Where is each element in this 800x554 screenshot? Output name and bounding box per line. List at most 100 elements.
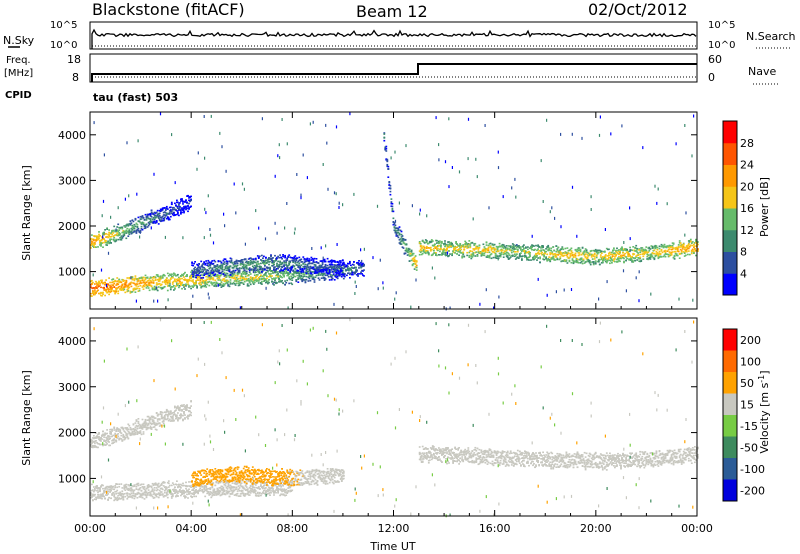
data-point <box>154 286 157 289</box>
data-point <box>253 271 256 274</box>
data-point <box>191 484 193 487</box>
data-point <box>283 270 285 273</box>
data-point <box>520 246 522 248</box>
data-point <box>308 277 311 280</box>
data-point <box>162 217 165 220</box>
data-point <box>99 292 101 295</box>
data-point <box>320 260 323 263</box>
data-point <box>677 245 680 248</box>
data-point <box>104 497 106 500</box>
data-point <box>462 251 465 254</box>
data-point <box>509 245 512 247</box>
data-point <box>390 156 392 160</box>
data-point <box>670 246 673 248</box>
data-point <box>180 275 182 277</box>
data-point <box>171 133 173 137</box>
data-point <box>141 286 144 288</box>
data-point <box>123 485 126 488</box>
data-point <box>578 247 581 249</box>
data-point <box>200 283 203 286</box>
data-point <box>680 251 683 253</box>
data-point <box>531 246 533 248</box>
data-point <box>640 249 643 252</box>
data-point <box>98 497 100 499</box>
data-point <box>273 267 275 269</box>
data-point <box>553 253 556 255</box>
data-point <box>387 168 390 170</box>
nsky-label: N.Sky <box>3 34 35 47</box>
data-point <box>613 247 615 249</box>
data-point <box>327 267 330 270</box>
data-point <box>690 252 693 255</box>
data-point <box>475 157 477 161</box>
data-point <box>287 255 290 258</box>
data-point <box>582 258 585 261</box>
colorbar-segment <box>723 164 737 187</box>
data-point <box>92 499 94 501</box>
data-point <box>193 491 195 494</box>
data-point <box>174 278 176 280</box>
data-point <box>440 247 442 250</box>
data-point <box>431 266 433 270</box>
data-point <box>112 235 115 238</box>
data-point <box>165 492 168 495</box>
data-point <box>221 145 223 149</box>
data-point <box>175 275 177 277</box>
data-point <box>515 244 518 246</box>
data-point <box>648 250 651 252</box>
data-point <box>94 493 96 496</box>
data-point <box>227 274 230 277</box>
data-point <box>141 221 144 224</box>
data-point <box>314 265 317 268</box>
data-point <box>111 278 113 281</box>
data-point <box>493 251 496 254</box>
data-point <box>265 279 267 281</box>
data-point <box>139 235 141 239</box>
data-point <box>101 493 103 496</box>
date-title: 02/Oct/2012 <box>588 0 688 19</box>
data-point <box>555 256 558 258</box>
data-point <box>687 250 690 252</box>
data-point <box>482 249 485 252</box>
data-point <box>109 241 111 244</box>
data-point <box>156 483 159 486</box>
data-point <box>386 163 389 166</box>
data-point <box>170 495 173 498</box>
data-point <box>442 253 444 255</box>
data-point <box>639 257 642 260</box>
data-point <box>90 493 92 495</box>
data-point <box>412 263 415 265</box>
data-point <box>569 253 572 255</box>
data-point <box>126 230 129 233</box>
data-point <box>338 275 341 277</box>
data-point <box>188 279 190 282</box>
data-point <box>542 249 544 251</box>
data-point <box>513 253 516 255</box>
data-point <box>654 184 656 188</box>
data-point <box>529 254 531 256</box>
data-point <box>133 495 136 497</box>
data-point <box>216 265 219 267</box>
data-point <box>412 252 415 255</box>
data-point <box>97 284 99 286</box>
data-point <box>469 246 472 249</box>
data-point <box>321 260 324 262</box>
data-point <box>316 269 319 272</box>
data-point <box>505 251 508 254</box>
data-point <box>98 280 100 283</box>
data-point <box>109 489 111 491</box>
data-point <box>260 267 262 270</box>
data-point <box>348 263 350 265</box>
data-point <box>616 258 618 261</box>
data-point <box>116 496 119 499</box>
data-point <box>557 246 560 249</box>
data-point <box>277 154 279 158</box>
data-point <box>161 287 164 290</box>
data-point <box>646 253 649 256</box>
data-point <box>255 265 258 268</box>
data-point <box>485 241 488 244</box>
data-point <box>246 261 249 264</box>
data-point <box>342 274 345 276</box>
data-point <box>648 257 651 260</box>
data-point <box>650 292 652 296</box>
